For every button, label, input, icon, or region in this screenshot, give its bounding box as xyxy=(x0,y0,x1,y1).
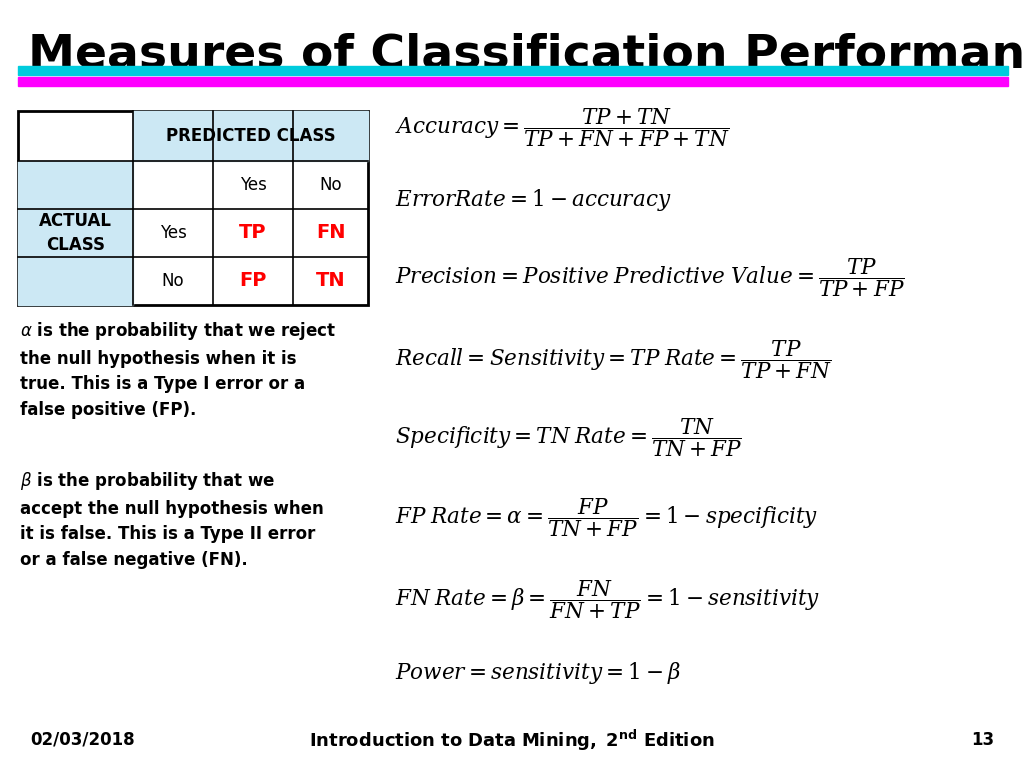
Text: $\mathit{Accuracy} = \dfrac{\mathit{TP + TN}}{\mathit{TP + FN + FP + TN}}$: $\mathit{Accuracy} = \dfrac{\mathit{TP +… xyxy=(395,107,730,149)
Text: Yes: Yes xyxy=(240,176,266,194)
Text: FP: FP xyxy=(240,272,266,290)
Text: TP: TP xyxy=(240,223,266,243)
Text: $\mathit{Recall} = \mathit{Sensitivity} = \mathit{TP\;Rate} = \dfrac{\mathit{TP}: $\mathit{Recall} = \mathit{Sensitivity} … xyxy=(395,339,833,382)
Text: $\mathit{Specificity} = \mathit{TN\;Rate} = \dfrac{\mathit{TN}}{\mathit{TN + FP}: $\mathit{Specificity} = \mathit{TN\;Rate… xyxy=(395,416,742,459)
Text: Measures of Classification Performance: Measures of Classification Performance xyxy=(28,33,1024,78)
Text: $\mathit{FP\;Rate} = \alpha = \dfrac{\mathit{FP}}{\mathit{TN + FP}} = 1 - \mathi: $\mathit{FP\;Rate} = \alpha = \dfrac{\ma… xyxy=(395,497,818,539)
Text: $\mathit{FN\;Rate} = \beta = \dfrac{\mathit{FN}}{\mathit{FN + TP}} = 1 - \mathit: $\mathit{FN\;Rate} = \beta = \dfrac{\mat… xyxy=(395,578,820,621)
Text: $\mathit{ErrorRate} = 1 - \mathit{accuracy}$: $\mathit{ErrorRate} = 1 - \mathit{accura… xyxy=(395,187,672,213)
Text: ACTUAL
CLASS: ACTUAL CLASS xyxy=(39,212,112,253)
Text: PREDICTED CLASS: PREDICTED CLASS xyxy=(166,127,335,145)
Text: No: No xyxy=(319,176,342,194)
Text: 02/03/2018: 02/03/2018 xyxy=(30,731,134,749)
Text: $\mathbf{Introduction\ to\ Data\ Mining,\ 2^{nd}\ Edition}$: $\mathbf{Introduction\ to\ Data\ Mining,… xyxy=(309,727,715,753)
Text: $\mathit{Precision} = \mathit{Positive\;Predictive\;Value} = \dfrac{\mathit{TP}}: $\mathit{Precision} = \mathit{Positive\;… xyxy=(395,257,905,300)
Text: $\mathit{Power} = \mathit{sensitivity} = 1 - \beta$: $\mathit{Power} = \mathit{sensitivity} =… xyxy=(395,660,681,686)
Text: $\beta$ is the probability that we
accept the null hypothesis when
it is false. : $\beta$ is the probability that we accep… xyxy=(20,470,324,569)
Bar xyxy=(18,77,1008,86)
Text: $\alpha$ is the probability that we reject
the null hypothesis when it is
true. : $\alpha$ is the probability that we reje… xyxy=(20,320,336,419)
Text: TN: TN xyxy=(315,272,345,290)
Bar xyxy=(133,111,368,161)
Text: Yes: Yes xyxy=(160,224,186,242)
Text: 13: 13 xyxy=(971,731,994,749)
Bar xyxy=(18,111,368,305)
Text: FN: FN xyxy=(315,223,345,243)
Text: No: No xyxy=(162,272,184,290)
Bar xyxy=(18,161,133,305)
Bar xyxy=(18,66,1008,75)
